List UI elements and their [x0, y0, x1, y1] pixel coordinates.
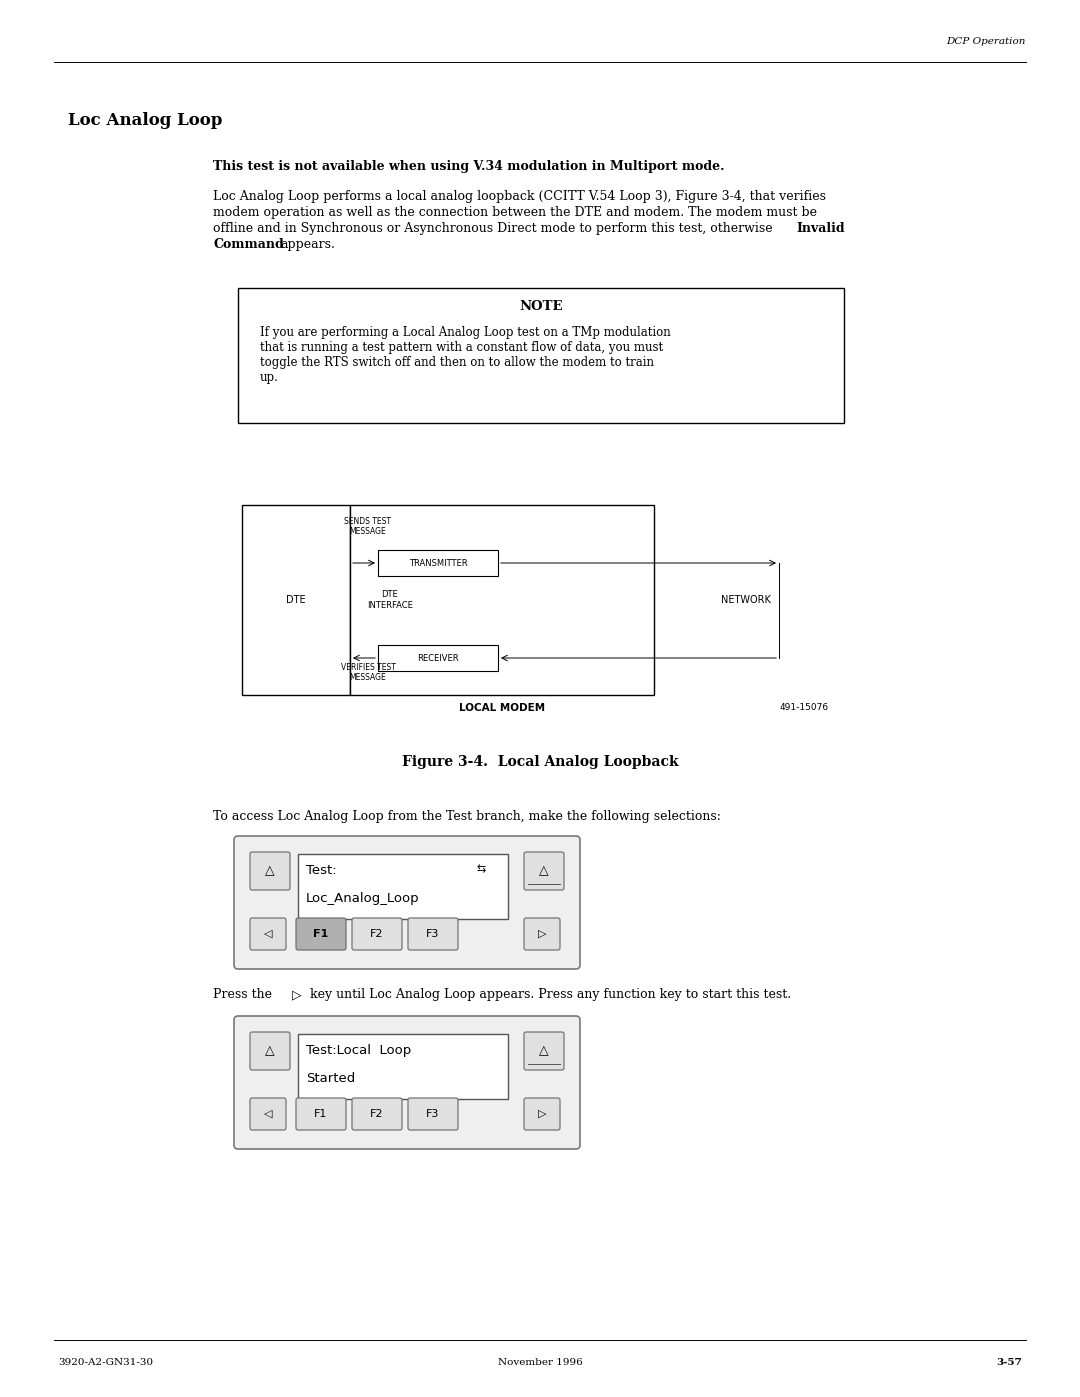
Text: F1: F1	[314, 1109, 327, 1119]
Text: Figure 3-4.  Local Analog Loopback: Figure 3-4. Local Analog Loopback	[402, 754, 678, 768]
Text: DTE
INTERFACE: DTE INTERFACE	[367, 591, 413, 609]
Text: Test:: Test:	[306, 863, 337, 877]
Text: F2: F2	[370, 929, 383, 939]
Text: Test:Local  Loop: Test:Local Loop	[306, 1044, 411, 1058]
Text: 491-15076: 491-15076	[780, 703, 829, 712]
Text: DTE: DTE	[286, 595, 306, 605]
FancyBboxPatch shape	[234, 835, 580, 970]
FancyBboxPatch shape	[249, 918, 286, 950]
Text: ◁: ◁	[264, 929, 272, 939]
Text: NETWORK: NETWORK	[721, 595, 771, 605]
Text: △: △	[539, 1045, 549, 1058]
Text: ▷: ▷	[538, 929, 546, 939]
FancyBboxPatch shape	[352, 918, 402, 950]
Text: △: △	[266, 865, 274, 877]
FancyBboxPatch shape	[249, 852, 291, 890]
FancyBboxPatch shape	[249, 1032, 291, 1070]
Text: To access Loc Analog Loop from the Test branch, make the following selections:: To access Loc Analog Loop from the Test …	[213, 810, 720, 823]
FancyBboxPatch shape	[524, 1032, 564, 1070]
Text: RECEIVER: RECEIVER	[417, 654, 459, 662]
Text: Started: Started	[306, 1071, 355, 1085]
FancyBboxPatch shape	[352, 1098, 402, 1130]
FancyBboxPatch shape	[296, 1098, 346, 1130]
Text: toggle the RTS switch off and then on to allow the modem to train: toggle the RTS switch off and then on to…	[260, 356, 654, 369]
Text: key until Loc Analog Loop appears. Press any function key to start this test.: key until Loc Analog Loop appears. Press…	[310, 988, 792, 1002]
Text: ◁: ◁	[264, 1109, 272, 1119]
Bar	[298, 1034, 508, 1099]
Bar	[350, 504, 654, 694]
Bar	[238, 288, 843, 423]
Bar	[378, 550, 498, 576]
Text: This test is not available when using V.34 modulation in Multiport mode.: This test is not available when using V.…	[213, 161, 725, 173]
Text: Press the: Press the	[213, 988, 272, 1002]
Text: that is running a test pattern with a constant flow of data, you must: that is running a test pattern with a co…	[260, 341, 663, 353]
Text: F3: F3	[427, 1109, 440, 1119]
FancyBboxPatch shape	[524, 852, 564, 890]
FancyBboxPatch shape	[408, 1098, 458, 1130]
Text: F1: F1	[313, 929, 328, 939]
Text: F2: F2	[370, 1109, 383, 1119]
FancyBboxPatch shape	[524, 918, 561, 950]
Text: ▷: ▷	[538, 1109, 546, 1119]
FancyBboxPatch shape	[524, 1098, 561, 1130]
Text: SENDS TEST
MESSAGE: SENDS TEST MESSAGE	[345, 517, 391, 536]
Text: Command: Command	[213, 237, 284, 251]
Text: offline and in Synchronous or Asynchronous Direct mode to perform this test, oth: offline and in Synchronous or Asynchrono…	[213, 222, 772, 235]
Text: LOCAL MODEM: LOCAL MODEM	[459, 703, 545, 712]
Text: 3-57: 3-57	[996, 1358, 1022, 1368]
Bar	[242, 504, 350, 694]
Text: ▷: ▷	[292, 988, 301, 1002]
Bar	[378, 645, 498, 671]
Text: Loc Analog Loop performs a local analog loopback (CCITT V.54 Loop 3), Figure 3-4: Loc Analog Loop performs a local analog …	[213, 190, 826, 203]
Text: NOTE: NOTE	[519, 300, 563, 313]
Text: Loc_Analog_Loop: Loc_Analog_Loop	[306, 893, 420, 905]
Text: DCP Operation: DCP Operation	[947, 36, 1026, 46]
Text: F3: F3	[427, 929, 440, 939]
Text: If you are performing a Local Analog Loop test on a TMp modulation: If you are performing a Local Analog Loo…	[260, 326, 671, 339]
Bar	[298, 854, 508, 919]
Text: up.: up.	[260, 372, 279, 384]
FancyBboxPatch shape	[234, 1016, 580, 1148]
Text: November 1996: November 1996	[498, 1358, 582, 1368]
FancyBboxPatch shape	[408, 918, 458, 950]
Text: Loc Analog Loop: Loc Analog Loop	[68, 112, 222, 129]
Text: Invalid: Invalid	[796, 222, 845, 235]
Text: modem operation as well as the connection between the DTE and modem. The modem m: modem operation as well as the connectio…	[213, 205, 816, 219]
FancyBboxPatch shape	[296, 918, 346, 950]
FancyBboxPatch shape	[249, 1098, 286, 1130]
Text: 3920-A2-GN31-30: 3920-A2-GN31-30	[58, 1358, 153, 1368]
Text: TRANSMITTER: TRANSMITTER	[408, 559, 468, 567]
Text: △: △	[266, 1045, 274, 1058]
Text: VERIFIES TEST
MESSAGE: VERIFIES TEST MESSAGE	[340, 664, 395, 682]
Text: appears.: appears.	[280, 237, 335, 251]
Text: ⇆: ⇆	[476, 863, 486, 875]
Text: △: △	[539, 865, 549, 877]
